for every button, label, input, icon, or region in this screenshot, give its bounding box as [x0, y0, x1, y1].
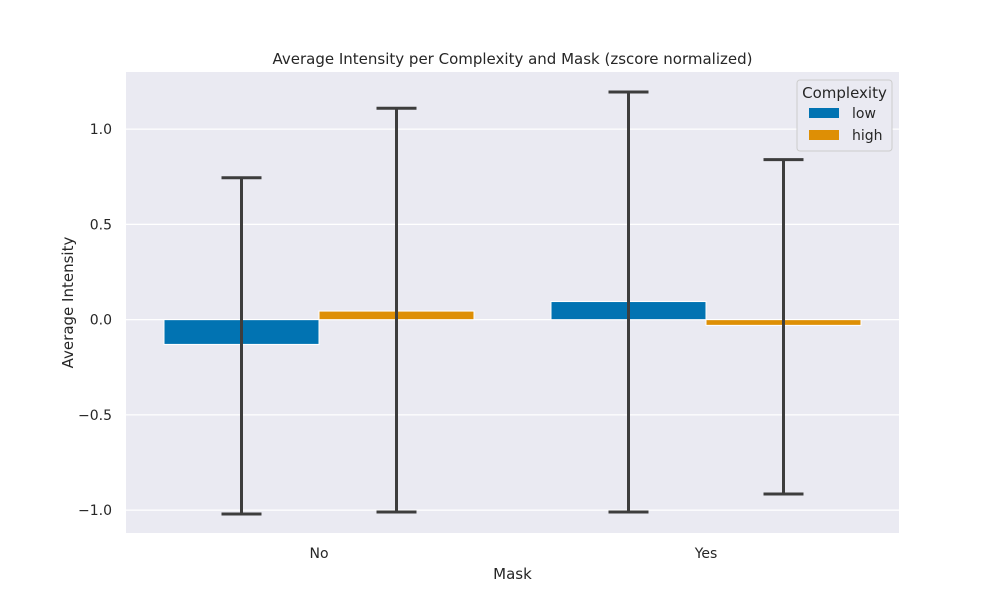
- y-tick-label: 0.0: [90, 313, 112, 329]
- errorbar-low-yes: [608, 90, 649, 514]
- errorbar-high-yes: [763, 158, 804, 496]
- errorbars-layer: [221, 90, 804, 516]
- y-ticks: −1.0 −0.5 0.0 0.5 1.0: [78, 122, 112, 519]
- legend-title: Complexity: [802, 84, 887, 102]
- y-axis-label: Average Intensity: [59, 237, 77, 369]
- legend-label-high: high: [852, 128, 883, 144]
- y-tick-label: −1.0: [78, 503, 112, 519]
- legend-swatch-low: [809, 108, 839, 118]
- y-tick-label: −0.5: [78, 408, 112, 424]
- y-tick-label: 1.0: [90, 122, 112, 138]
- chart-title: Average Intensity per Complexity and Mas…: [273, 50, 753, 68]
- legend-label-low: low: [852, 106, 876, 122]
- errorbar-high-no: [376, 106, 417, 514]
- plot-background: [126, 72, 899, 533]
- legend: Complexity low high: [796, 79, 893, 152]
- x-tick-label: No: [309, 546, 328, 562]
- legend-swatch-high: [809, 130, 839, 140]
- errorbar-low-no: [221, 176, 262, 516]
- x-tick-label: Yes: [694, 546, 718, 562]
- x-ticks: No Yes: [309, 546, 717, 562]
- x-axis-label: Mask: [493, 565, 532, 583]
- y-tick-label: 0.5: [90, 217, 112, 233]
